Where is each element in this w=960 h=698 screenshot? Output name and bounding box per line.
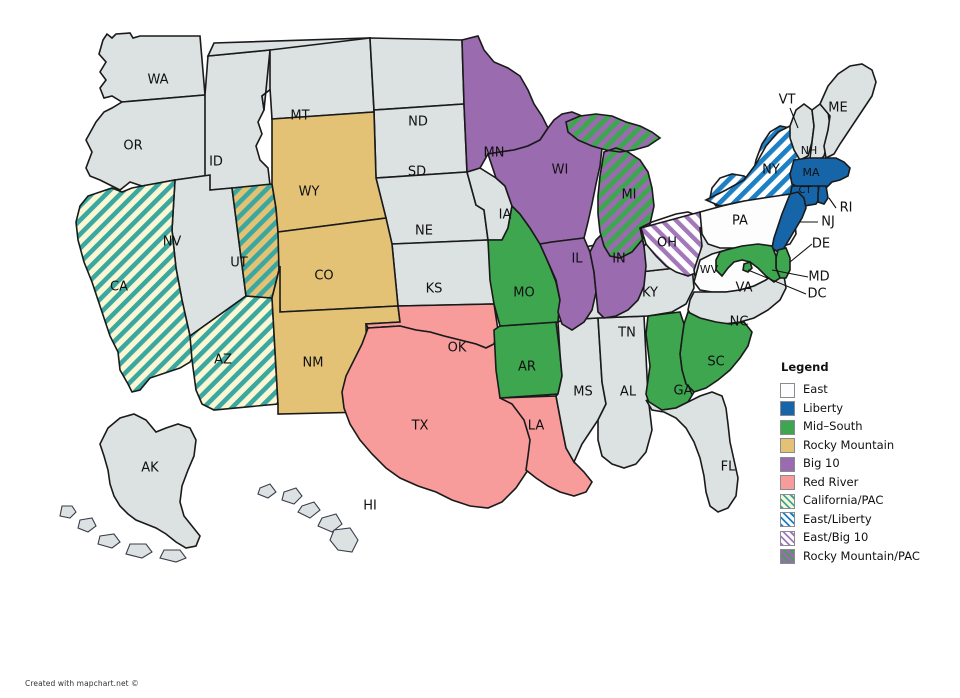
legend-item-east-big10[interactable]: East/Big 10 (780, 529, 956, 547)
state-ND[interactable] (370, 38, 464, 110)
state-AR[interactable] (494, 322, 562, 398)
leader-DE (789, 243, 813, 263)
legend-label-rocky-pac: Rocky Mountain/PAC (803, 548, 920, 563)
legend-label-liberty: Liberty (803, 400, 844, 415)
legend-label-east-liberty: East/Liberty (803, 511, 872, 526)
state-MT-b (270, 38, 374, 119)
state-HI-islands (258, 484, 358, 552)
leader-DC (747, 269, 807, 295)
state-DC[interactable] (743, 262, 752, 272)
legend-title: Legend (781, 360, 829, 374)
legend-swatch-red-river (780, 475, 795, 490)
state-AK[interactable] (100, 414, 200, 548)
legend-item-liberty[interactable]: Liberty (780, 400, 956, 418)
leader-VT (789, 107, 799, 129)
state-SC[interactable] (680, 312, 752, 392)
state-FL[interactable] (646, 392, 738, 512)
legend-label-california-pac: California/PAC (803, 493, 884, 508)
state-OR[interactable] (86, 95, 210, 190)
state-IL[interactable] (540, 238, 596, 330)
state-KS[interactable] (392, 240, 494, 306)
state-SD[interactable] (374, 104, 467, 178)
legend-swatch-mid-south (780, 419, 795, 435)
label-NJ: NJ (821, 215, 835, 230)
legend-swatch-liberty (780, 401, 795, 416)
label-VT: VT (779, 93, 796, 108)
state-MD[interactable] (716, 244, 780, 282)
legend-label-east-big10: East/Big 10 (803, 530, 869, 545)
state-WY[interactable] (272, 112, 386, 232)
legend-item-big10[interactable]: Big 10 (780, 455, 956, 473)
label-HI: HI (363, 499, 377, 514)
legend-swatch-rocky-mountain (780, 438, 795, 453)
legend-label-rocky-mountain: Rocky Mountain (803, 437, 895, 452)
state-AK-islands (60, 506, 186, 562)
legend-label-mid-south: Mid–South (803, 419, 863, 434)
state-RI[interactable] (818, 186, 828, 204)
label-RI: RI (840, 201, 853, 216)
legend-label-east: East (803, 382, 828, 397)
state-AL[interactable] (598, 316, 652, 468)
legend-label-red-river: Red River (803, 474, 859, 489)
legend-item-mid-south[interactable]: Mid–South (780, 418, 956, 436)
label-DC: DC (807, 287, 826, 302)
legend-item-california-pac[interactable]: California/PAC (780, 492, 956, 510)
state-WA[interactable] (99, 33, 205, 102)
legend-swatch-east-big10 (780, 530, 795, 546)
label-MD: MD (808, 270, 829, 285)
legend-panel: Legend East Liberty Mid–South Rocky Moun… (780, 360, 956, 566)
legend-item-red-river[interactable]: Red River (780, 474, 956, 492)
map-credit: Created with mapchart.net © (25, 679, 139, 688)
legend-swatch-rocky-pac (780, 549, 795, 564)
state-ME[interactable] (820, 64, 876, 158)
state-MI[interactable] (566, 114, 660, 258)
legend-swatch-east (780, 382, 795, 398)
legend-item-east-liberty[interactable]: East/Liberty (780, 511, 956, 529)
legend-swatch-california-pac (780, 493, 795, 509)
state-TX[interactable] (342, 326, 536, 508)
legend-item-rocky-pac[interactable]: Rocky Mountain/PAC (780, 548, 956, 566)
label-DE: DE (812, 237, 830, 252)
legend-swatch-big10 (780, 456, 795, 472)
legend-item-east[interactable]: East (780, 381, 956, 399)
state-CA[interactable] (76, 180, 196, 392)
state-ID[interactable] (205, 50, 272, 190)
legend-item-rocky-mountain[interactable]: Rocky Mountain (780, 437, 956, 455)
legend-swatch-east-liberty (780, 512, 795, 527)
legend-label-big10: Big 10 (803, 456, 840, 471)
leader-MD (771, 269, 809, 278)
state-CO[interactable] (278, 218, 398, 312)
leader-RI (828, 197, 837, 209)
